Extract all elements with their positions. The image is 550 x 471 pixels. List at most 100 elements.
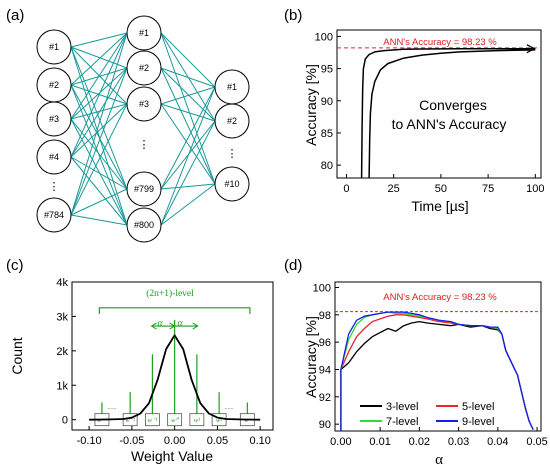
chart-b-annotation-line1: Converges: [419, 97, 487, 113]
chart-d-ytick-label: 98: [319, 310, 331, 322]
chart-d-frame: [334, 281, 542, 432]
chart-c-xtick-label: 0.00: [164, 435, 185, 447]
chart-c-ytick-label: 1k: [56, 380, 68, 392]
chart-d-legend-label: 3-level: [386, 401, 418, 413]
chart-c-weight-label: w²: [216, 417, 223, 424]
chart-c-weight-label: w⁻²: [125, 417, 136, 424]
chart-c-xtick-label: 0.10: [249, 435, 270, 447]
chart-c-dots-left: ···: [108, 403, 117, 413]
chart-c-weight-label: w¹: [194, 417, 200, 424]
chart-d-ytick-label: 94: [319, 364, 331, 376]
chart-b-ylabel: Accuracy [%]: [303, 64, 319, 146]
chart-d: ANN's Accuracy = 98.23 % α Accuracy [%] …: [303, 281, 548, 468]
edge-hidden-output: [160, 86, 216, 190]
hidden-node-label: #800: [134, 220, 154, 230]
edge-input-hidden: [70, 67, 128, 158]
chart-d-ann-label: ANN's Accuracy = 98.23 %: [383, 292, 497, 303]
edge-input-hidden: [70, 67, 128, 120]
hidden-node: [126, 86, 162, 122]
chart-c-bracket-label: (2n+1)-level: [146, 288, 194, 299]
chart-b: ANN's Accuracy = 98.23 % Converges to AN…: [303, 29, 545, 214]
chart-b-frame: [336, 29, 542, 179]
edge-input-hidden: [70, 46, 128, 190]
chart-b-xtick-label: 25: [388, 183, 400, 195]
chart-d-xtick-label: 0.03: [448, 436, 469, 448]
chart-b-xlabel: Time [µs]: [411, 198, 468, 214]
edge-hidden-output: [160, 103, 216, 185]
chart-c-weight-label: w⁻ⁿ: [97, 417, 108, 424]
hidden-node-label: #3: [139, 99, 149, 109]
output-node-label: #10: [224, 179, 239, 189]
edge-hidden-output: [160, 32, 216, 88]
chart-c-ytick-label: 0: [62, 415, 68, 427]
edge-hidden-output: [160, 103, 216, 122]
chart-b-xtick-label: 0: [343, 183, 349, 195]
chart-d-ylabel: Accuracy [%]: [303, 316, 319, 398]
output-node-label: #1: [227, 82, 237, 92]
panel-label-b: (b): [284, 7, 302, 24]
chart-b-ytick-label: 90: [321, 96, 333, 108]
chart-d-series-7-level: [340, 311, 534, 431]
hidden-node-label: #1: [139, 28, 149, 38]
hidden-ellipsis: ⋮: [139, 139, 150, 151]
chart-c-weight-label: w⁻¹: [148, 417, 158, 424]
chart-c-weight-box: [189, 413, 205, 427]
edge-input-hidden: [70, 32, 128, 158]
chart-c-distribution-curve: [89, 334, 261, 421]
chart-c-weight-label: w⁰: [171, 417, 179, 424]
input-ellipsis: ⋮: [49, 181, 60, 193]
chart-c-bracket: [98, 307, 251, 314]
chart-d-ytick-label: 90: [319, 419, 331, 431]
chart-c-ytick-label: 3k: [56, 311, 68, 323]
chart-d-xlabel: α: [435, 452, 443, 468]
chart-b-xtick-label: 75: [482, 183, 494, 195]
edge-input-hidden: [70, 84, 128, 190]
chart-d-ytick-label: 92: [319, 392, 331, 404]
input-node-label: #4: [49, 152, 59, 162]
edge-input-hidden: [70, 156, 128, 226]
chart-d-legend-label: 5-level: [462, 401, 494, 413]
chart-b-series-1: [360, 47, 536, 179]
input-node: [36, 139, 72, 175]
panel-label-c: (c): [6, 257, 24, 274]
edge-hidden-output: [160, 32, 216, 185]
hidden-node: [126, 207, 162, 243]
chart-b-annotation-line2: to ANN's Accuracy: [392, 116, 507, 132]
input-node: [36, 29, 72, 65]
chart-d-series-5-level: [340, 314, 534, 431]
edge-input-hidden: [70, 32, 128, 48]
edge-hidden-output: [160, 120, 216, 226]
edge-input-hidden: [70, 32, 128, 86]
output-ellipsis: ⋮: [227, 148, 238, 160]
input-node-label: #784: [44, 210, 64, 220]
chart-c-xtick-label: -0.05: [119, 435, 144, 447]
chart-b-ann-label: ANN's Accuracy = 98.23 %: [383, 37, 497, 48]
chart-b-xtick-label: 100: [526, 183, 544, 195]
chart-c-ytick-label: 4k: [56, 277, 68, 289]
hidden-node-label: #799: [134, 184, 154, 194]
chart-b-ytick-label: 80: [321, 160, 333, 172]
hidden-node: [126, 15, 162, 51]
chart-b-ytick-label: 85: [321, 128, 333, 140]
chart-d-ytick-label: 100: [313, 282, 331, 294]
edge-input-hidden: [70, 214, 128, 226]
input-node: [36, 197, 72, 233]
chart-c: Weight Value Count (2n+1)-level α α ··· …: [9, 277, 274, 464]
chart-c-alpha-arrowhead-left: [150, 322, 157, 330]
chart-d-legend-label: 9-level: [462, 416, 494, 428]
edge-input-hidden: [70, 32, 128, 216]
chart-b-ytick-label: 95: [321, 64, 333, 76]
edge-hidden-output: [160, 183, 216, 190]
edge-input-hidden: [70, 84, 128, 226]
chart-c-weight-box: [144, 413, 160, 427]
panel-label-d: (d): [284, 257, 302, 274]
output-node: [214, 166, 250, 202]
chart-c-ytick-label: 2k: [56, 346, 68, 358]
input-node-label: #1: [49, 42, 59, 52]
chart-c-weight-box: [167, 413, 183, 427]
edge-input-hidden: [70, 67, 128, 216]
edge-input-hidden: [70, 188, 128, 216]
chart-c-dots-right: ···: [225, 403, 234, 413]
chart-b-series-2: [368, 49, 536, 179]
chart-d-series-9-level: [340, 311, 534, 431]
